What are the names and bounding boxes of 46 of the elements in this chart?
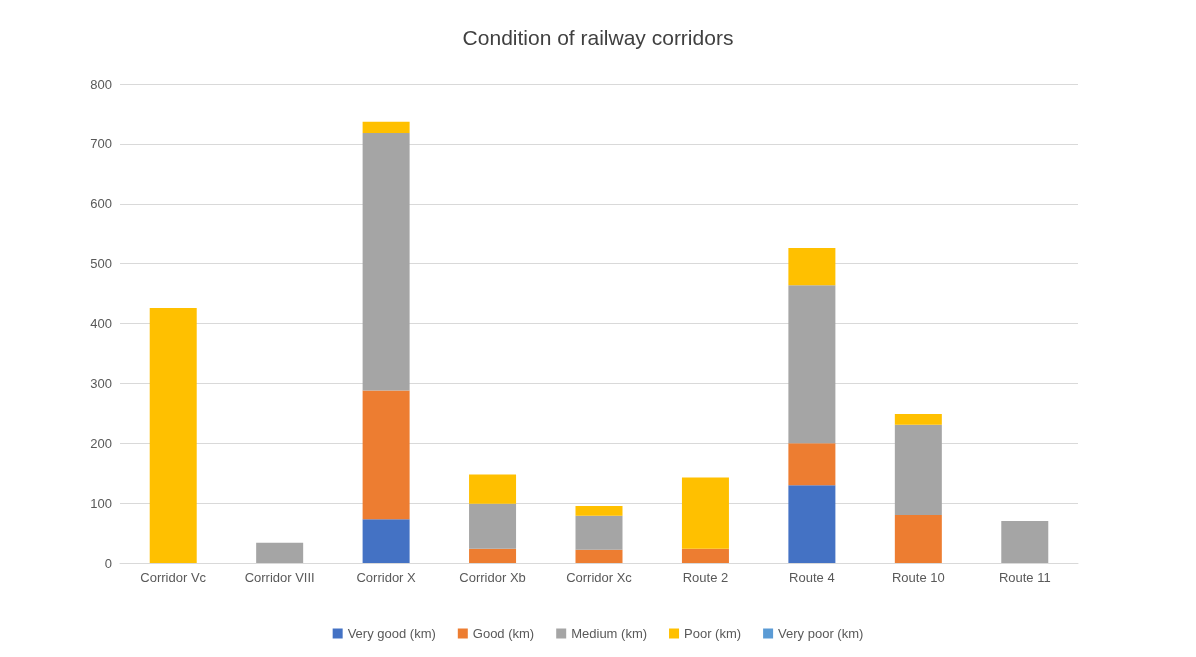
x-tick-label: Corridor X xyxy=(356,570,417,585)
x-tick-label: Route 10 xyxy=(891,570,945,585)
legend-label: Very poor (km) xyxy=(778,626,864,641)
bar xyxy=(788,443,836,486)
bar xyxy=(469,503,517,549)
bar xyxy=(469,548,517,563)
x-tick-label: Corridor Xc xyxy=(566,570,633,585)
y-tick-label: 600 xyxy=(90,196,112,212)
bar xyxy=(575,549,623,563)
x-tick-label: Corridor VIII xyxy=(244,570,315,585)
bar xyxy=(256,542,304,563)
bar xyxy=(788,248,836,286)
y-tick-label: 200 xyxy=(90,435,112,451)
bar xyxy=(681,548,729,563)
legend-label: Good (km) xyxy=(472,626,535,641)
bar xyxy=(362,121,410,134)
x-tick-label: Corridor Vc xyxy=(140,570,207,585)
y-tick-label: 0 xyxy=(104,555,112,571)
legend-label: Medium (km) xyxy=(571,626,648,641)
bar xyxy=(469,474,517,504)
x-tick-label: Route 11 xyxy=(998,570,1051,585)
bar xyxy=(894,413,942,425)
bar xyxy=(149,307,197,563)
y-tick-label: 300 xyxy=(90,375,112,391)
bar xyxy=(681,477,729,549)
bar xyxy=(362,390,410,520)
y-tick-label: 100 xyxy=(90,495,112,511)
bar xyxy=(788,485,836,563)
x-tick-label: Route 2 xyxy=(682,570,729,585)
x-tick-label: Route 4 xyxy=(789,570,835,585)
y-tick-label: 700 xyxy=(90,136,112,152)
y-tick-label: 800 xyxy=(90,76,112,92)
y-tick-label: 500 xyxy=(90,256,112,272)
bar xyxy=(894,515,942,563)
bar xyxy=(894,424,942,516)
bar xyxy=(362,519,410,563)
bar xyxy=(1001,521,1049,563)
bar xyxy=(575,506,623,516)
chart-title: Condition of railway corridors xyxy=(462,26,734,49)
legend-label: Poor (km) xyxy=(684,626,742,641)
legend-label: Very good (km) xyxy=(347,626,436,641)
bar xyxy=(575,515,623,550)
bar xyxy=(788,285,836,444)
y-tick-label: 400 xyxy=(90,316,112,331)
x-tick-label: Corridor Xb xyxy=(459,570,526,585)
bar xyxy=(362,133,410,391)
